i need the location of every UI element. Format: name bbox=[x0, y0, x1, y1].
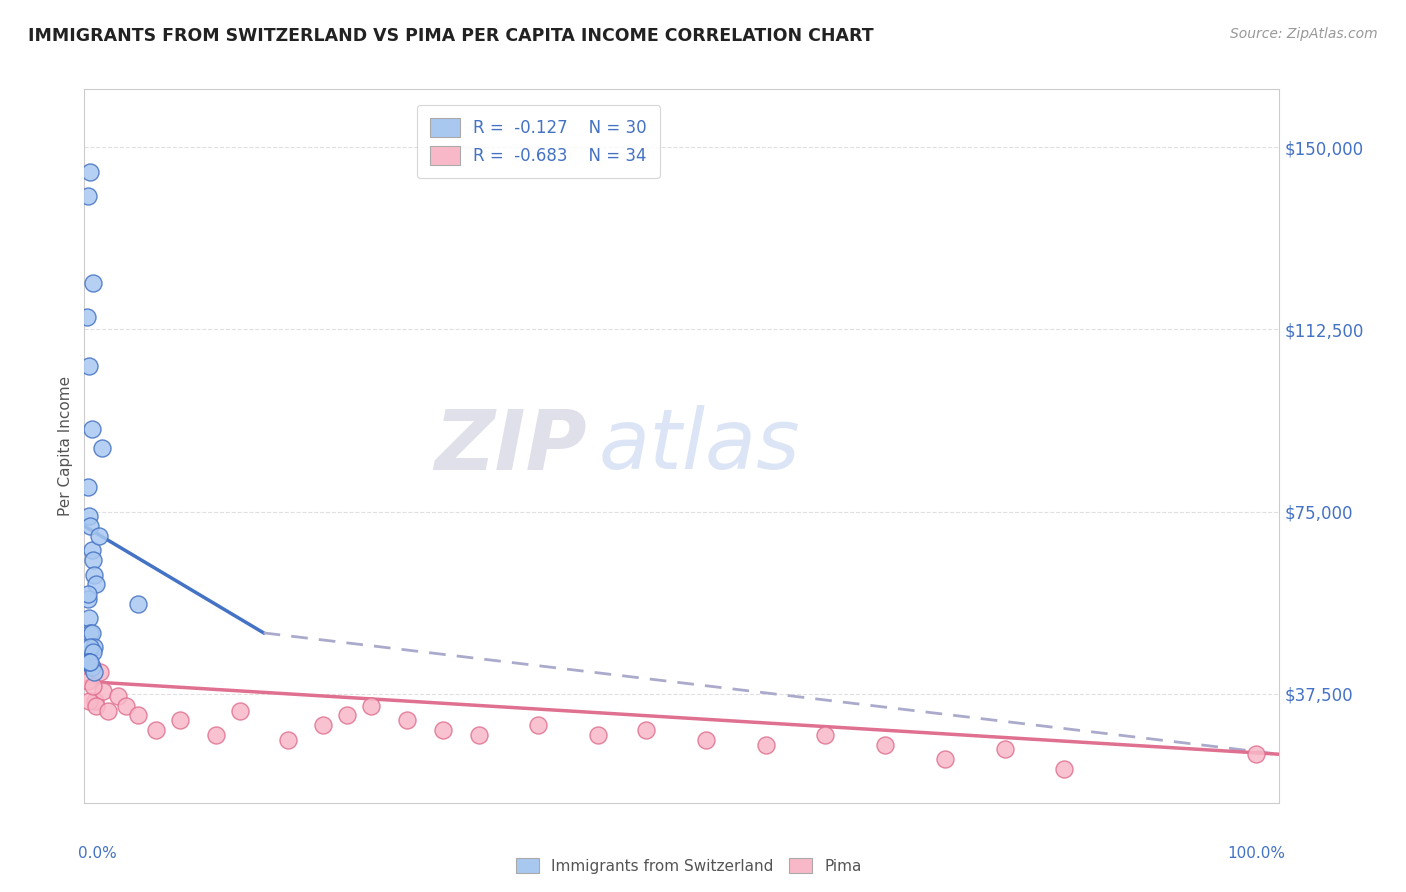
Point bbox=[107, 689, 129, 703]
Point bbox=[754, 738, 776, 752]
Point bbox=[77, 694, 100, 708]
Point bbox=[83, 567, 105, 582]
Point bbox=[934, 752, 956, 766]
Point bbox=[873, 738, 897, 752]
Point bbox=[80, 660, 103, 674]
Text: ZIP: ZIP bbox=[433, 406, 586, 486]
Point bbox=[312, 718, 335, 732]
Point bbox=[145, 723, 167, 737]
Legend: R =  -0.127    N = 30, R =  -0.683    N = 34: R = -0.127 N = 30, R = -0.683 N = 34 bbox=[416, 104, 661, 178]
Point bbox=[127, 708, 149, 723]
Text: Source: ZipAtlas.com: Source: ZipAtlas.com bbox=[1230, 27, 1378, 41]
Point bbox=[84, 577, 107, 591]
Point bbox=[77, 480, 100, 494]
Point bbox=[91, 442, 114, 456]
Point bbox=[80, 543, 103, 558]
Point bbox=[79, 519, 101, 533]
Point bbox=[228, 704, 250, 718]
Point bbox=[695, 732, 717, 747]
Point bbox=[83, 640, 105, 655]
Point bbox=[77, 591, 100, 606]
Point bbox=[127, 597, 149, 611]
Point bbox=[80, 626, 103, 640]
Point bbox=[80, 422, 103, 436]
Point bbox=[77, 189, 100, 203]
Point bbox=[79, 165, 101, 179]
Point bbox=[77, 509, 100, 524]
Point bbox=[588, 728, 610, 742]
Point bbox=[396, 713, 419, 727]
Text: IMMIGRANTS FROM SWITZERLAND VS PIMA PER CAPITA INCOME CORRELATION CHART: IMMIGRANTS FROM SWITZERLAND VS PIMA PER … bbox=[28, 27, 873, 45]
Point bbox=[205, 728, 228, 742]
Point bbox=[83, 665, 105, 679]
Point bbox=[84, 694, 107, 708]
Legend: Immigrants from Switzerland, Pima: Immigrants from Switzerland, Pima bbox=[510, 852, 868, 880]
Point bbox=[79, 655, 101, 669]
Point bbox=[77, 655, 100, 669]
Point bbox=[77, 674, 100, 689]
Point bbox=[82, 679, 104, 693]
Point bbox=[336, 708, 359, 723]
Point bbox=[993, 742, 1015, 756]
Point bbox=[1244, 747, 1267, 762]
Point bbox=[87, 529, 110, 543]
Point bbox=[80, 660, 103, 674]
Point bbox=[82, 277, 104, 291]
Point bbox=[1053, 762, 1076, 776]
Point bbox=[276, 732, 298, 747]
Point bbox=[634, 723, 657, 737]
Point bbox=[76, 310, 98, 325]
Point bbox=[89, 665, 111, 679]
Text: 100.0%: 100.0% bbox=[1227, 846, 1285, 861]
Point bbox=[432, 723, 454, 737]
Point bbox=[77, 655, 100, 669]
Point bbox=[360, 698, 382, 713]
Point bbox=[467, 728, 491, 742]
Point bbox=[93, 684, 115, 698]
Text: atlas: atlas bbox=[599, 406, 800, 486]
Point bbox=[77, 655, 100, 669]
Point bbox=[82, 553, 104, 567]
Point bbox=[814, 728, 837, 742]
Point bbox=[169, 713, 191, 727]
Point bbox=[77, 611, 100, 625]
Point bbox=[84, 698, 107, 713]
Y-axis label: Per Capita Income: Per Capita Income bbox=[58, 376, 73, 516]
Point bbox=[77, 359, 100, 373]
Point bbox=[79, 626, 101, 640]
Point bbox=[115, 698, 138, 713]
Text: 0.0%: 0.0% bbox=[79, 846, 117, 861]
Point bbox=[97, 704, 120, 718]
Point bbox=[77, 587, 100, 601]
Point bbox=[82, 645, 104, 659]
Point bbox=[79, 640, 101, 655]
Point bbox=[527, 718, 550, 732]
